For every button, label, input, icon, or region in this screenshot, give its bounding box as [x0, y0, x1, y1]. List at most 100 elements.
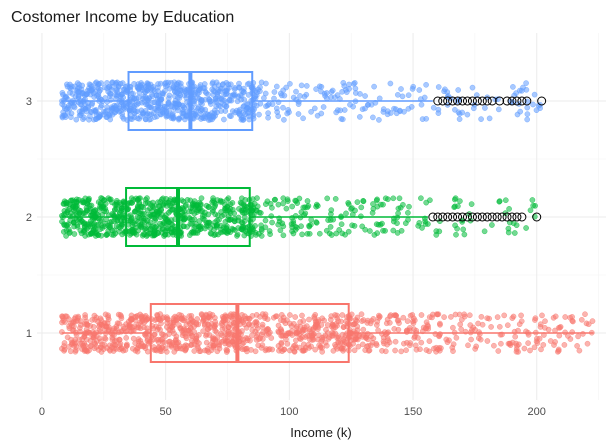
jitter-point — [109, 106, 115, 112]
jitter-point — [426, 338, 433, 344]
jitter-point — [271, 89, 278, 95]
jitter-point — [435, 84, 442, 90]
jitter-point — [151, 331, 158, 338]
jitter-point — [191, 348, 198, 354]
jitter-point — [362, 347, 369, 353]
jitter-point — [209, 80, 216, 87]
jitter-point — [292, 314, 299, 320]
jitter-point — [299, 231, 305, 238]
jitter-point — [269, 101, 276, 107]
jitter-point — [403, 347, 409, 354]
outlier-point — [438, 96, 448, 106]
jitter-point — [341, 341, 347, 348]
jitter-point — [380, 109, 387, 115]
jitter-point — [239, 340, 246, 347]
jitter-point — [113, 323, 120, 330]
jitter-point — [280, 200, 286, 207]
jitter-point — [111, 345, 118, 352]
jitter-point — [457, 321, 464, 328]
jitter-point — [465, 342, 471, 349]
jitter-point — [70, 219, 77, 226]
jitter-point — [416, 220, 423, 226]
jitter-point — [298, 82, 305, 89]
jitter-point — [473, 92, 480, 98]
jitter-point — [311, 331, 317, 337]
jitter-point — [537, 105, 543, 112]
jitter-point — [575, 333, 581, 340]
jitter-point — [79, 340, 86, 347]
jitter-point — [117, 346, 123, 353]
jitter-point — [224, 316, 231, 323]
jitter-point — [101, 341, 108, 348]
jitter-point — [228, 113, 234, 120]
jitter-point — [569, 329, 576, 335]
jitter-point — [468, 336, 474, 343]
jitter-point — [338, 221, 345, 228]
jitter-point — [191, 83, 198, 90]
jitter-point — [374, 203, 381, 210]
jitter-point — [96, 88, 103, 95]
jitter-point — [199, 213, 206, 219]
jitter-point — [339, 116, 346, 123]
outlier-point — [502, 212, 512, 222]
jitter-point — [170, 322, 177, 329]
jitter-point — [147, 200, 153, 207]
jitter-point — [59, 313, 65, 320]
jitter-point — [147, 86, 154, 93]
jitter-point — [291, 348, 298, 355]
jitter-point — [114, 89, 121, 95]
jitter-point — [315, 326, 321, 332]
jitter-point — [77, 318, 84, 324]
jitter-point — [332, 324, 339, 331]
jitter-point — [290, 320, 297, 327]
box — [125, 187, 251, 247]
jitter-point — [521, 345, 528, 352]
jitter-point — [290, 218, 297, 225]
jitter-point — [384, 316, 391, 323]
jitter-point — [144, 325, 150, 332]
jitter-point — [327, 224, 334, 230]
jitter-point — [212, 200, 219, 207]
jitter-point — [257, 100, 264, 107]
jitter-point — [59, 218, 65, 225]
outlier-point — [467, 96, 477, 106]
jitter-point — [281, 116, 287, 123]
jitter-point — [113, 80, 119, 86]
jitter-point — [238, 195, 245, 202]
jitter-point — [76, 85, 83, 91]
jitter-point — [540, 342, 547, 348]
jitter-point — [496, 323, 503, 330]
jitter-point — [293, 88, 299, 95]
jitter-point — [422, 221, 429, 227]
outlier-point — [462, 212, 472, 222]
y-tick-label: 2 — [26, 212, 32, 224]
jitter-point — [469, 84, 476, 91]
jitter-point — [68, 336, 74, 343]
jitter-point — [527, 207, 534, 214]
jitter-point — [245, 109, 252, 115]
outlier-point — [512, 96, 522, 106]
jitter-point — [382, 348, 389, 355]
jitter-point — [287, 80, 293, 87]
outlier-point — [517, 212, 527, 222]
jitter-point — [221, 116, 227, 123]
jitter-point — [163, 348, 170, 355]
jitter-point — [137, 221, 144, 228]
jitter-point — [285, 330, 292, 337]
jitter-point — [392, 347, 398, 354]
jitter-point — [73, 347, 79, 353]
jitter-point — [537, 324, 544, 330]
jitter-point — [427, 197, 433, 204]
jitter-point — [265, 110, 271, 116]
jitter-point — [308, 216, 315, 223]
jitter-point — [280, 223, 287, 230]
jitter-point — [429, 314, 435, 321]
jitter-point — [219, 326, 226, 332]
outlier-point — [448, 96, 458, 106]
jitter-point — [461, 231, 468, 238]
jitter-point — [313, 219, 320, 226]
jitter-point — [354, 314, 361, 321]
jitter-point — [453, 231, 459, 238]
jitter-point — [374, 230, 381, 236]
jitter-point — [212, 319, 219, 325]
